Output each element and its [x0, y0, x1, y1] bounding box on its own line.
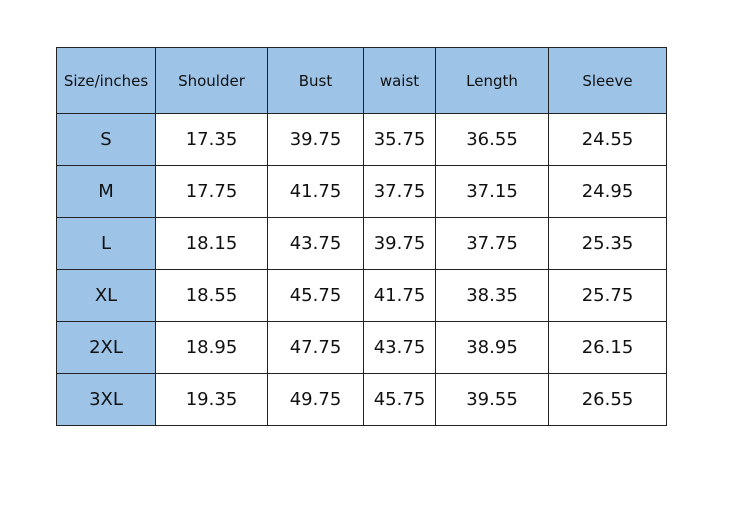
table-row: 3XL 19.35 49.75 45.75 39.55 26.55 [56, 373, 667, 426]
value-cell: 24.55 [548, 113, 667, 166]
value-cell: 19.35 [155, 373, 268, 426]
size-cell: 3XL [56, 373, 156, 426]
header-cell: Size/inches [56, 47, 156, 114]
value-cell: 17.75 [155, 165, 268, 218]
size-cell: L [56, 217, 156, 270]
value-cell: 45.75 [267, 269, 364, 322]
value-cell: 17.35 [155, 113, 268, 166]
header-cell: waist [363, 47, 436, 114]
value-cell: 24.95 [548, 165, 667, 218]
value-cell: 18.95 [155, 321, 268, 374]
size-cell: S [56, 113, 156, 166]
size-cell: M [56, 165, 156, 218]
value-cell: 26.15 [548, 321, 667, 374]
value-cell: 39.75 [267, 113, 364, 166]
value-cell: 39.55 [435, 373, 549, 426]
value-cell: 25.75 [548, 269, 667, 322]
value-cell: 38.95 [435, 321, 549, 374]
value-cell: 37.75 [435, 217, 549, 270]
header-row: Size/inches Shoulder Bust waist Length Sleeve [56, 47, 667, 114]
size-table: Size/inches Shoulder Bust waist Length Sleeve… [56, 47, 667, 426]
value-cell: 38.35 [435, 269, 549, 322]
table-row: 2XL 18.95 47.75 43.75 38.95 26.15 [56, 321, 667, 374]
header-cell: Length [435, 47, 549, 114]
table-row: M 17.75 41.75 37.75 37.15 24.95 [56, 165, 667, 218]
value-cell: 41.75 [363, 269, 436, 322]
value-cell: 39.75 [363, 217, 436, 270]
value-cell: 26.55 [548, 373, 667, 426]
value-cell: 43.75 [267, 217, 364, 270]
size-cell: 2XL [56, 321, 156, 374]
value-cell: 41.75 [267, 165, 364, 218]
table-row: XL 18.55 45.75 41.75 38.35 25.75 [56, 269, 667, 322]
value-cell: 25.35 [548, 217, 667, 270]
value-cell: 45.75 [363, 373, 436, 426]
table-body: S 17.35 39.75 35.75 36.55 24.55 M 17.75 41.75 37.… [56, 113, 667, 426]
value-cell: 49.75 [267, 373, 364, 426]
value-cell: 18.55 [155, 269, 268, 322]
table-row: L 18.15 43.75 39.75 37.75 25.35 [56, 217, 667, 270]
header-cell: Sleeve [548, 47, 667, 114]
value-cell: 18.15 [155, 217, 268, 270]
value-cell: 47.75 [267, 321, 364, 374]
header-cell: Bust [267, 47, 364, 114]
value-cell: 37.75 [363, 165, 436, 218]
value-cell: 37.15 [435, 165, 549, 218]
value-cell: 35.75 [363, 113, 436, 166]
table-row: S 17.35 39.75 35.75 36.55 24.55 [56, 113, 667, 166]
value-cell: 36.55 [435, 113, 549, 166]
value-cell: 43.75 [363, 321, 436, 374]
header-cell: Shoulder [155, 47, 268, 114]
size-cell: XL [56, 269, 156, 322]
